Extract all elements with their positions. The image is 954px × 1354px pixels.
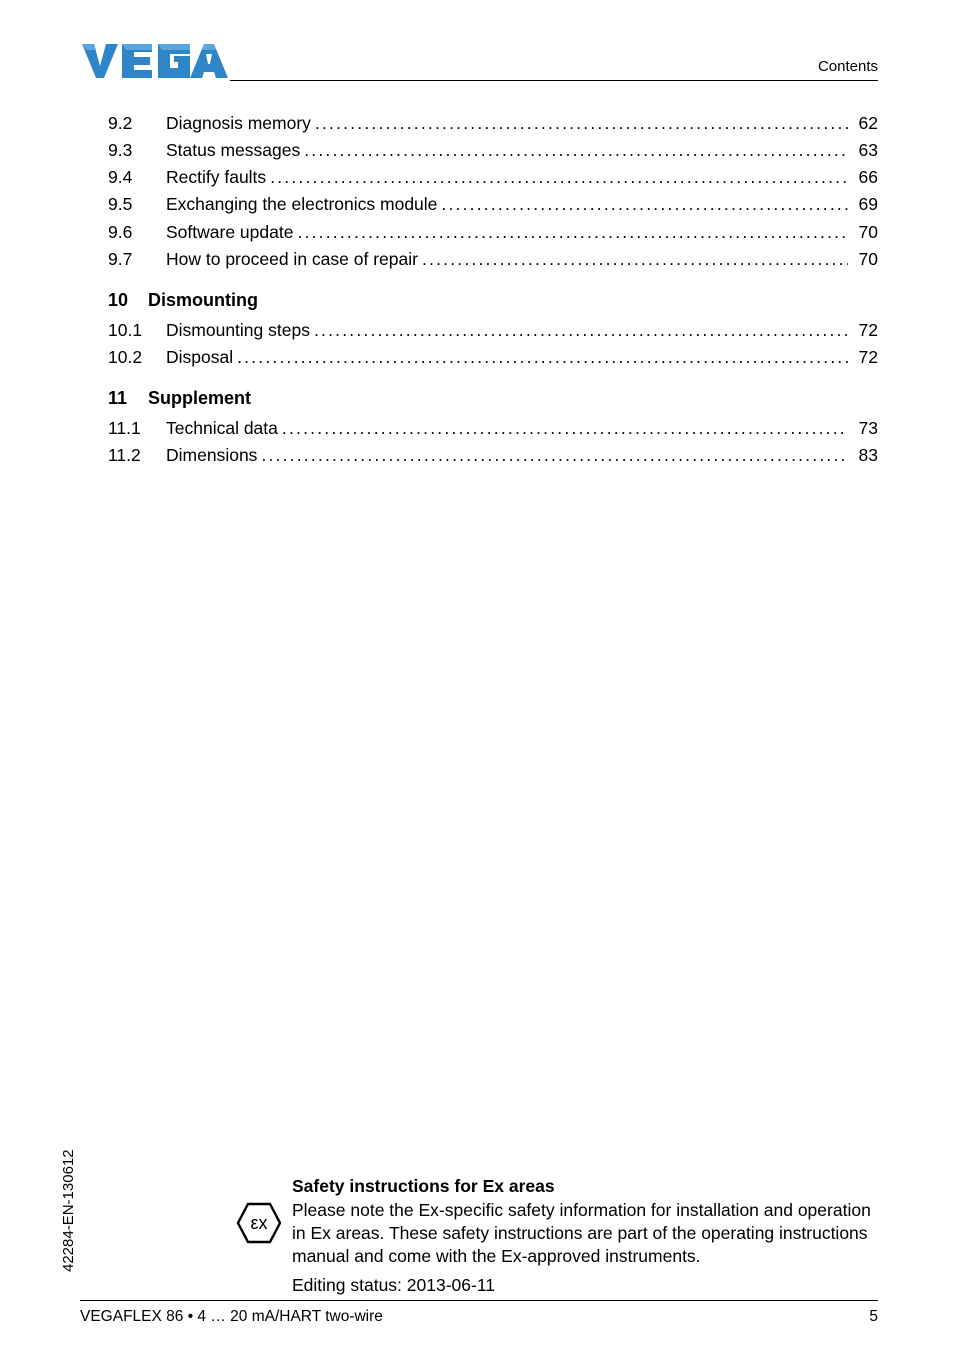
toc-section-title: Dismounting [148,287,258,315]
toc-leader-dots: ........................................… [297,219,848,246]
toc-entry-page: 72 [852,344,878,371]
header-rule [230,80,878,81]
vega-logo [80,42,230,80]
toc-entry-page: 62 [852,110,878,137]
toc-entry: 9.2 Diagnosis memory ...................… [108,110,878,137]
toc-entry-title: Technical data [166,415,278,442]
ex-heading: Safety instructions for Ex areas [292,1176,878,1197]
toc-entry-number: 9.2 [108,110,166,137]
toc-entry: 9.5 Exchanging the electronics module ..… [108,191,878,218]
table-of-contents: 9.2 Diagnosis memory ...................… [108,110,878,469]
toc-entry-title: Dismounting steps [166,317,310,344]
toc-leader-dots: ........................................… [237,344,848,371]
toc-entry-page: 72 [852,317,878,344]
toc-leader-dots: ........................................… [270,164,848,191]
toc-entry-page: 70 [852,219,878,246]
toc-entry-title: How to proceed in case of repair [166,246,418,273]
toc-entry-page: 69 [852,191,878,218]
toc-entry-number: 9.6 [108,219,166,246]
toc-entry: 9.4 Rectify faults .....................… [108,164,878,191]
toc-entry-page: 70 [852,246,878,273]
ex-body-text: Please note the Ex-specific safety infor… [292,1199,878,1268]
toc-entry-title: Exchanging the electronics module [166,191,437,218]
toc-entry-number: 10.1 [108,317,166,344]
toc-entry: 9.6 Software update ....................… [108,219,878,246]
toc-entry: 10.1 Dismounting steps .................… [108,317,878,344]
toc-entry-number: 11.1 [108,415,166,442]
ex-safety-block: Safety instructions for Ex areas Please … [292,1176,878,1297]
toc-leader-dots: ........................................… [441,191,848,218]
footer-product-line: VEGAFLEX 86 • 4 … 20 mA/HART two-wire [80,1308,383,1326]
toc-entry-page: 66 [852,164,878,191]
toc-entry-number: 9.3 [108,137,166,164]
toc-section-title: Supplement [148,385,251,413]
toc-entry: 10.2 Disposal ..........................… [108,344,878,371]
toc-entry: 9.3 Status messages ....................… [108,137,878,164]
toc-entry-title: Rectify faults [166,164,266,191]
toc-leader-dots: ........................................… [314,317,848,344]
toc-entry-number: 10.2 [108,344,166,371]
header-section-label: Contents [818,58,878,75]
footer-rule [80,1300,878,1301]
toc-entry-title: Disposal [166,344,233,371]
toc-leader-dots: ........................................… [261,442,848,469]
toc-entry-page: 63 [852,137,878,164]
document-code-vertical: 42284-EN-130612 [60,1149,77,1272]
ex-hex-icon: εx [236,1202,282,1249]
toc-entry: 9.7 How to proceed in case of repair ...… [108,246,878,273]
toc-leader-dots: ........................................… [304,137,848,164]
toc-entry-page: 83 [852,442,878,469]
toc-entry-number: 9.7 [108,246,166,273]
toc-section-heading: 11 Supplement [148,385,878,413]
toc-leader-dots: ........................................… [315,110,848,137]
toc-entry: 11.1 Technical data ....................… [108,415,878,442]
toc-entry-title: Status messages [166,137,300,164]
toc-entry-page: 73 [852,415,878,442]
toc-section-number: 10 [108,287,148,315]
ex-editing-status: Editing status: 2013-06-11 [292,1274,878,1297]
svg-text:εx: εx [250,1213,267,1233]
toc-leader-dots: ........................................… [282,415,848,442]
toc-entry-title: Diagnosis memory [166,110,311,137]
toc-entry: 11.2 Dimensions ........................… [108,442,878,469]
toc-section-number: 11 [108,385,148,413]
toc-entry-number: 9.5 [108,191,166,218]
toc-entry-number: 9.4 [108,164,166,191]
toc-entry-number: 11.2 [108,442,166,469]
toc-entry-title: Dimensions [166,442,257,469]
toc-leader-dots: ........................................… [422,246,848,273]
toc-section-heading: 10 Dismounting [148,287,878,315]
page-number: 5 [869,1308,878,1326]
toc-entry-title: Software update [166,219,293,246]
